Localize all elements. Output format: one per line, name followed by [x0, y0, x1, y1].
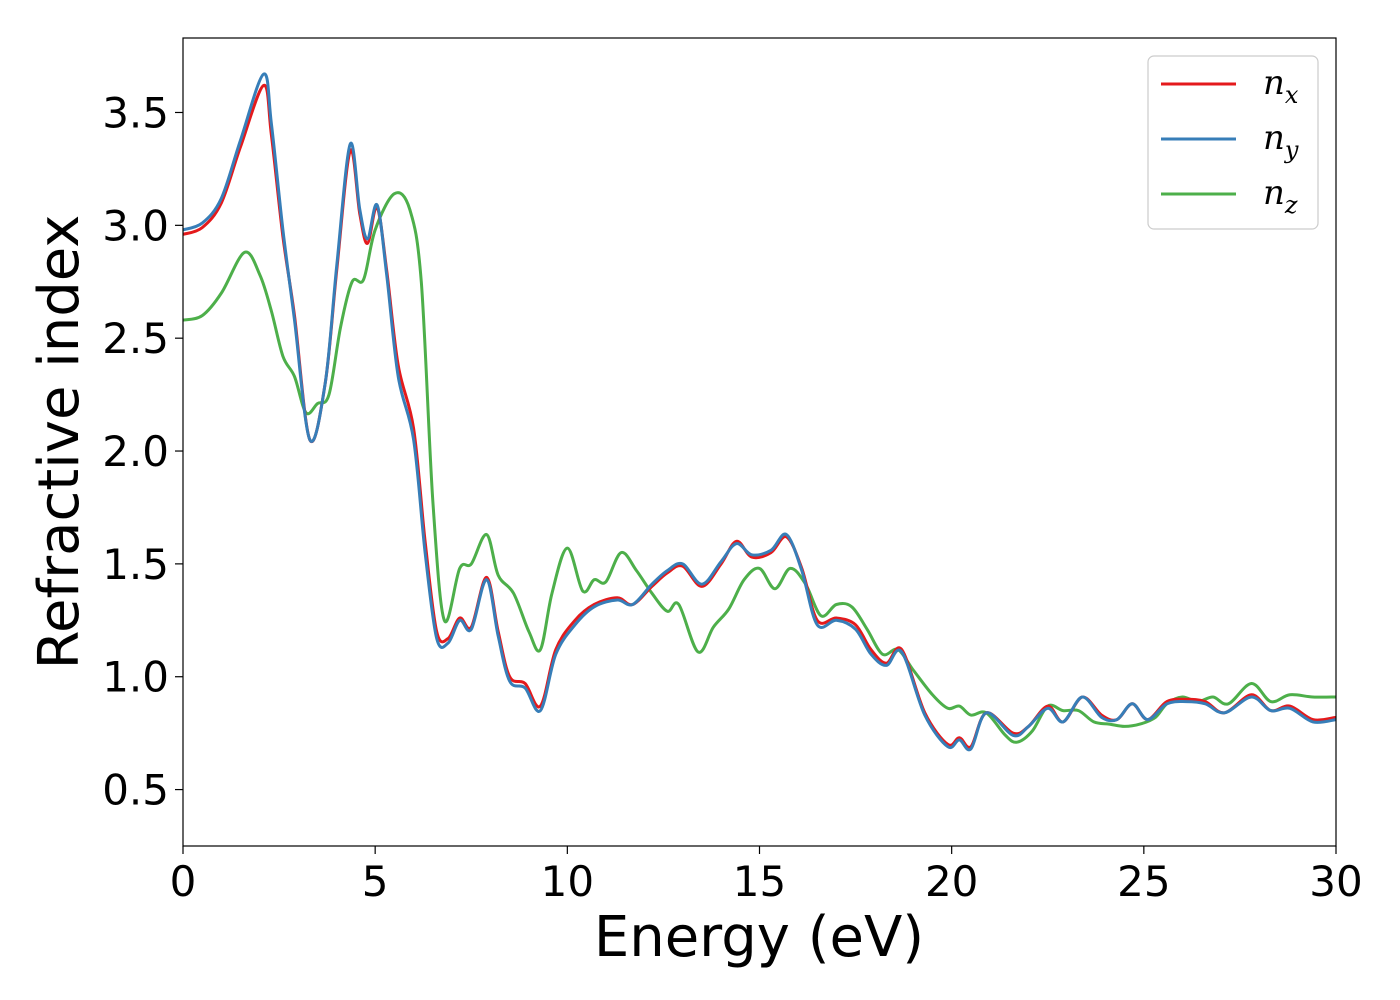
x-tick-label: 10 [541, 857, 594, 906]
legend-label-ny: ny [1263, 118, 1299, 164]
x-axis-ticks: 0 5 10 15 20 25 30 [170, 846, 1363, 906]
x-tick-label: 0 [170, 857, 197, 906]
x-tick-label: 5 [362, 857, 389, 906]
legend: nx ny nz [1147, 55, 1319, 230]
y-tick-label: 2.5 [102, 314, 169, 363]
series-line-nz [182, 191, 1337, 744]
x-axis-label: Energy (eV) [594, 905, 924, 970]
legend-label-nx: nx [1263, 63, 1299, 109]
y-tick-label: 1.5 [102, 540, 169, 589]
series-line-ny [182, 72, 1337, 752]
y-tick-label: 3.0 [102, 201, 169, 250]
y-axis-ticks: 0.5 1.0 1.5 2.0 2.5 3.0 3.5 [102, 88, 183, 815]
x-tick-label: 15 [733, 857, 786, 906]
y-tick-label: 2.0 [102, 427, 169, 476]
x-tick-label: 20 [925, 857, 978, 906]
y-tick-label: 3.5 [102, 88, 169, 137]
x-tick-label: 25 [1117, 857, 1170, 906]
legend-box [1147, 55, 1319, 230]
y-axis-label: Refractive index [27, 215, 92, 670]
legend-label-nz: nz [1263, 173, 1298, 219]
y-tick-label: 0.5 [102, 766, 169, 815]
series-layer [182, 72, 1337, 752]
y-tick-label: 1.0 [102, 653, 169, 702]
x-tick-label: 30 [1309, 857, 1362, 906]
